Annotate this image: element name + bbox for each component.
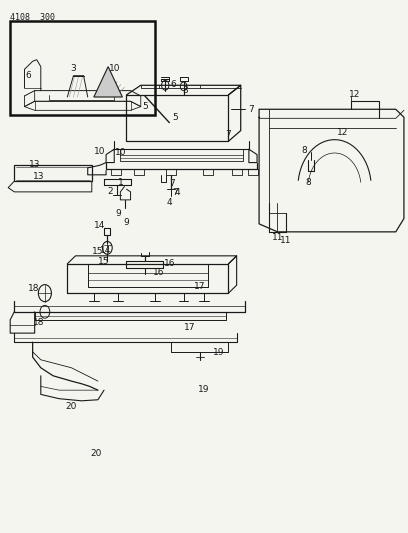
Text: 12: 12 <box>337 128 348 136</box>
Text: 10: 10 <box>94 148 106 156</box>
Text: 9: 9 <box>115 209 121 217</box>
Text: 8: 8 <box>305 178 311 187</box>
Text: 11: 11 <box>272 233 283 241</box>
Text: 19: 19 <box>198 385 210 393</box>
Text: 16: 16 <box>164 260 175 268</box>
Text: 19: 19 <box>213 349 224 357</box>
Text: 12: 12 <box>349 91 361 99</box>
Text: 3: 3 <box>71 64 76 72</box>
Text: 14: 14 <box>93 221 105 230</box>
Text: 5: 5 <box>142 102 148 111</box>
Text: 15: 15 <box>98 257 110 265</box>
Text: 10: 10 <box>109 64 120 72</box>
Text: 7: 7 <box>173 189 178 197</box>
Text: 11: 11 <box>280 237 291 245</box>
Text: 17: 17 <box>194 282 206 291</box>
Text: 1: 1 <box>118 179 123 187</box>
Text: 20: 20 <box>90 449 102 457</box>
Text: 18: 18 <box>33 318 44 327</box>
Text: 4108  300: 4108 300 <box>10 13 55 21</box>
Text: 7: 7 <box>248 105 254 114</box>
Text: 15: 15 <box>92 247 104 256</box>
Text: 17: 17 <box>184 324 195 332</box>
Text: 3: 3 <box>183 86 188 95</box>
Text: 14: 14 <box>100 246 112 255</box>
Text: 10: 10 <box>115 148 126 157</box>
Polygon shape <box>94 67 122 97</box>
Text: 4: 4 <box>175 189 180 197</box>
Text: 16: 16 <box>153 269 165 277</box>
Text: 8: 8 <box>301 146 307 155</box>
Text: 6: 6 <box>171 80 176 88</box>
Text: 7: 7 <box>169 180 175 188</box>
Text: 4: 4 <box>166 198 172 207</box>
Text: 9: 9 <box>124 219 129 227</box>
Text: 13: 13 <box>33 173 44 181</box>
Text: 7: 7 <box>226 130 231 139</box>
Text: 13: 13 <box>29 160 40 168</box>
Text: 6: 6 <box>26 71 31 80</box>
Text: 18: 18 <box>28 285 40 293</box>
Bar <box>10 21 155 115</box>
Text: 20: 20 <box>66 402 77 410</box>
Text: 2: 2 <box>107 188 113 196</box>
Text: 5: 5 <box>173 113 178 122</box>
